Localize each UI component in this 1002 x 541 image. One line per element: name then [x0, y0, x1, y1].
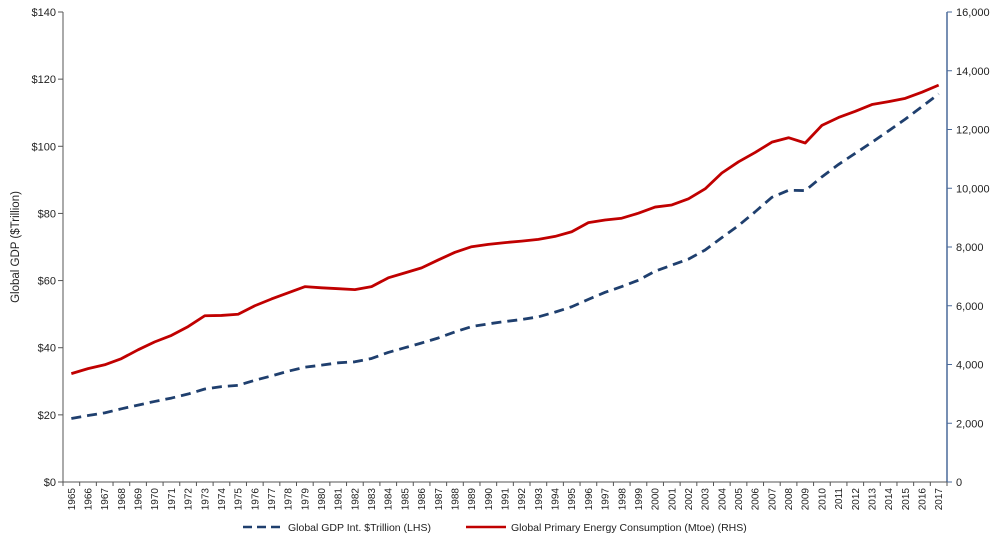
x-tick-label: 1965 [67, 488, 78, 511]
x-tick-label: 1969 [134, 488, 145, 511]
x-tick-label: 2014 [884, 488, 895, 511]
x-tick-label: 1995 [567, 488, 578, 511]
x-tick-label: 1997 [601, 488, 612, 511]
legend-label-energy: Global Primary Energy Consumption (Mtoe)… [511, 522, 747, 534]
right-tick-label: 2,000 [956, 418, 984, 430]
x-tick-label: 2001 [667, 488, 678, 511]
x-tick-label: 1976 [250, 488, 261, 511]
x-tick-label: 2010 [817, 488, 828, 511]
x-tick-label: 1987 [434, 488, 445, 511]
x-tick-label: 1971 [167, 488, 178, 511]
x-tick-label: 1977 [267, 488, 278, 511]
left-tick-label: $0 [44, 477, 56, 489]
x-tick-label: 1996 [584, 488, 595, 511]
x-tick-label: 2009 [801, 488, 812, 511]
left-tick-label: $80 [38, 208, 56, 220]
x-tick-label: 2013 [867, 488, 878, 511]
x-tick-label: 1985 [400, 488, 411, 511]
x-tick-label: 2016 [917, 488, 928, 511]
x-tick-label: 1973 [200, 488, 211, 511]
x-tick-label: 2005 [734, 488, 745, 511]
right-tick-label: 16,000 [956, 7, 990, 19]
x-tick-label: 2007 [767, 488, 778, 511]
x-tick-label: 1998 [617, 488, 628, 511]
right-y-axis: 0 2,000 4,000 6,000 8,000 10,000 12,000 14,000 1… [946, 7, 990, 489]
x-tick-label: 1982 [350, 488, 361, 511]
x-tick-label: 2015 [901, 488, 912, 511]
x-tick-label: 2003 [701, 488, 712, 511]
right-tick-label: 8,000 [956, 242, 984, 254]
x-tick-label: 2000 [651, 488, 662, 511]
series-line-energy [70, 83, 940, 375]
x-tick-label: 1990 [484, 488, 495, 511]
x-axis: 1965 1966 1967 1968 1969 1970 1971 1972 1973 1974… [62, 481, 948, 511]
right-tick-label: 10,000 [956, 183, 990, 195]
x-tick-label: 1980 [317, 488, 328, 511]
right-tick-label: 4,000 [956, 360, 984, 372]
x-tick-label: 2004 [717, 488, 728, 511]
left-tick-label: $140 [32, 7, 56, 19]
x-tick-label: 1993 [534, 488, 545, 511]
x-tick-label: 1978 [284, 488, 295, 511]
left-tick-label: $60 [38, 276, 56, 288]
x-tick-label: 2012 [851, 488, 862, 511]
x-tick-label: 1967 [100, 488, 111, 511]
x-tick-label: 1975 [234, 488, 245, 511]
x-tick-label: 2006 [751, 488, 762, 511]
left-tick-label: $20 [38, 410, 56, 422]
x-tick-label: 2002 [684, 488, 695, 511]
left-tick-label: $100 [32, 141, 56, 153]
right-tick-label: 14,000 [956, 66, 990, 78]
x-tick-label: 2017 [934, 488, 945, 511]
x-tick-label: 1972 [184, 488, 195, 511]
x-tick-label: 1992 [517, 488, 528, 511]
x-tick-label: 1983 [367, 488, 378, 511]
x-tick-label: 1970 [150, 488, 161, 511]
x-tick-label: 1981 [334, 488, 345, 511]
x-tick-label: 2011 [834, 488, 845, 510]
x-tick-label: 1988 [450, 488, 461, 511]
x-tick-label: 1989 [467, 488, 478, 511]
x-tick-label: 1986 [417, 488, 428, 511]
x-tick-label: 1968 [117, 488, 128, 511]
x-tick-label: 1994 [551, 488, 562, 511]
x-tick-label: 1979 [300, 488, 311, 511]
left-tick-label: $40 [38, 343, 56, 355]
left-tick-label: $120 [32, 74, 56, 86]
x-tick-label: 1984 [384, 488, 395, 511]
left-axis-title: Global GDP ($Trillion) [10, 191, 22, 303]
x-tick-label: 2008 [784, 488, 795, 511]
x-tick-label: 1999 [634, 488, 645, 511]
legend: Global GDP Int. $Trillion (LHS) Global P… [243, 522, 747, 534]
right-tick-label: 12,000 [956, 125, 990, 137]
x-tick-label: 1974 [217, 488, 228, 511]
right-tick-label: 6,000 [956, 301, 984, 313]
right-tick-label: 0 [956, 477, 962, 489]
x-tick-label: 1991 [501, 488, 512, 511]
legend-label-gdp: Global GDP Int. $Trillion (LHS) [288, 522, 431, 534]
left-y-axis: $0 $20 $40 $60 $80 $100 $120 $140 [32, 7, 64, 489]
series-line-gdp [71, 92, 940, 420]
series-layer [70, 83, 940, 420]
x-tick-label: 1966 [84, 488, 95, 511]
